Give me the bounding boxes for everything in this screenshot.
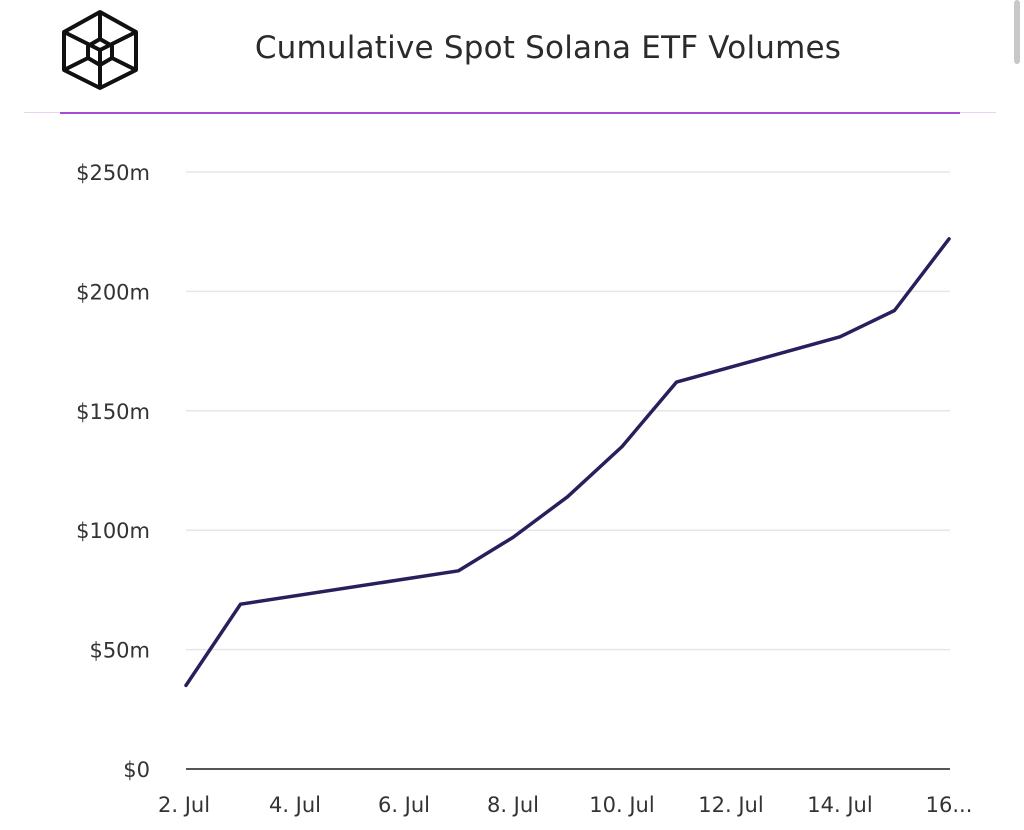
grid-lines (186, 171, 950, 770)
vertical-scrollbar[interactable] (1012, 0, 1024, 830)
scrollbar-thumb[interactable] (1014, 0, 1020, 64)
y-tick-label: $0 (123, 758, 150, 782)
data-point[interactable] (893, 309, 896, 313)
x-tick-label: 16... (926, 793, 973, 817)
x-tick-label: 8. Jul (487, 793, 539, 817)
data-point[interactable] (947, 237, 951, 241)
series-line (184, 237, 951, 688)
chart-title: Cumulative Spot Solana ETF Volumes (254, 30, 842, 66)
x-tick-label: 14. Jul (807, 793, 872, 817)
header-accent-divider (60, 112, 960, 114)
series-lines (184, 237, 951, 688)
y-axis-ticks: $0 $50m $100m $150m $200m $250m (76, 161, 150, 782)
x-tick-label: 4. Jul (269, 793, 321, 817)
data-point[interactable] (675, 380, 678, 384)
y-tick-label: $250m (76, 161, 150, 185)
y-tick-label: $50m (89, 639, 150, 663)
data-point[interactable] (457, 569, 460, 573)
y-tick-label: $200m (76, 280, 150, 304)
data-point[interactable] (620, 445, 624, 449)
y-tick-label: $100m (76, 519, 150, 543)
y-tick-label: $150m (76, 400, 150, 424)
data-point[interactable] (511, 535, 515, 539)
x-tick-label: 6. Jul (378, 793, 430, 817)
x-tick-label: 12. Jul (698, 793, 763, 817)
data-point[interactable] (184, 683, 188, 687)
x-tick-label: 2. Jul (158, 793, 210, 817)
data-point[interactable] (239, 602, 242, 606)
data-point[interactable] (566, 495, 569, 499)
x-axis-ticks: 2. Jul 4. Jul 6. Jul 8. Jul 10. Jul 12. Jul 14… (158, 793, 972, 817)
cube-logo-icon (62, 10, 138, 90)
x-tick-label: 10. Jul (589, 793, 654, 817)
data-point[interactable] (838, 335, 842, 339)
